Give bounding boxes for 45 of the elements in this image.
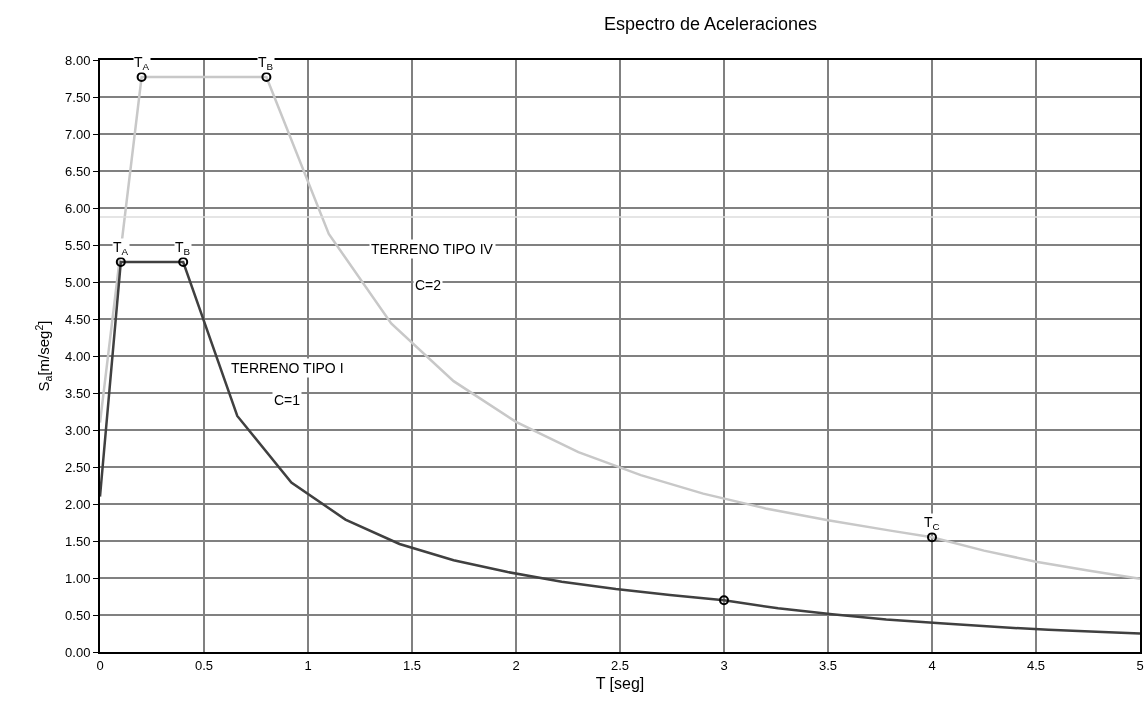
y-tick-label: 8.00 (65, 52, 91, 68)
y-tick-label: 2.00 (65, 496, 91, 512)
annotation: T$_{B}$ (258, 54, 274, 72)
y-tick-label: 5.50 (65, 237, 91, 253)
point (261, 72, 272, 83)
x-tick-label: 4.5 (1026, 657, 1046, 673)
y-tick-label: 6.50 (65, 163, 91, 179)
x-tick-label: 0.5 (194, 657, 214, 673)
annotation: C=2 (415, 277, 442, 293)
y-tick-label: 7.50 (65, 89, 91, 105)
x-tick-label: 3 (720, 657, 728, 673)
annotation: T$_{A}$ (134, 54, 150, 72)
x-tick-label: 2.5 (610, 657, 630, 673)
chart-title: Espectro de Aceleraciones (603, 14, 818, 35)
y-tick-label: 6.00 (65, 200, 91, 216)
x-tick-label: 4 (928, 657, 936, 673)
y-tick-label: 4.00 (65, 348, 91, 364)
point (115, 257, 126, 268)
annotation: T$_{B}$ (175, 239, 191, 257)
x-tick-label: 5 (1136, 657, 1144, 673)
annotation: T$_{C}$ (924, 514, 940, 532)
y-tick-label: 3.00 (65, 422, 91, 438)
annotation: T$_{A}$ (113, 239, 129, 257)
x-tick-label: 2 (512, 657, 520, 673)
y-tick-label: 1.00 (65, 570, 91, 586)
y-tick-label: 0.00 (65, 644, 91, 660)
x-tick-label: 1 (304, 657, 312, 673)
annotation: C=1 (274, 392, 301, 408)
y-tick-label: 5.00 (65, 274, 91, 290)
point (178, 257, 189, 268)
point (136, 72, 147, 83)
x-axis-title: T [seg] (595, 674, 645, 692)
y-tick-label: 2.50 (65, 459, 91, 475)
y-tick-label: 0.50 (65, 607, 91, 623)
point (719, 595, 729, 606)
x-tick-label: 1.5 (402, 657, 422, 673)
y-tick-label: 1.50 (65, 533, 91, 549)
point (927, 532, 937, 543)
annotation: TERRENO TIPO I (231, 360, 344, 376)
x-tick-label: 3.5 (818, 657, 838, 673)
y-tick-label: 4.50 (65, 311, 91, 327)
y-tick-label: 7.00 (65, 126, 91, 142)
annotation: TERRENO TIPO IV (371, 241, 494, 257)
x-tick-label: 0 (96, 657, 104, 673)
y-tick-label: 3.50 (65, 385, 91, 401)
